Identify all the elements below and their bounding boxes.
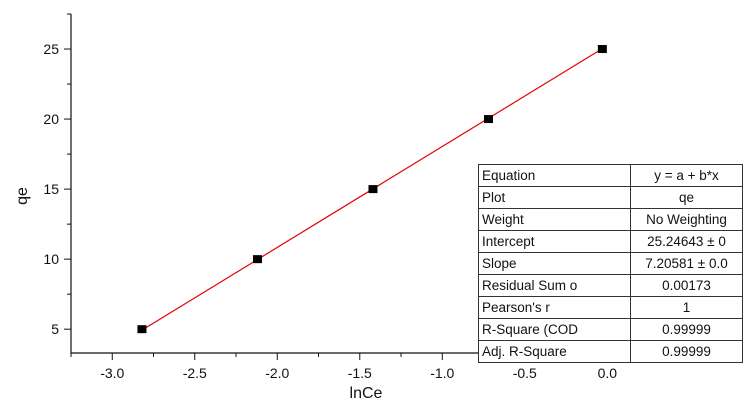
fit-table-label: Adj. R-Square xyxy=(478,340,631,363)
x-axis-title: lnCe xyxy=(350,385,383,402)
fit-table-value: 1 xyxy=(630,296,743,319)
x-tick-label: -2.5 xyxy=(183,365,207,381)
data-point xyxy=(368,185,378,194)
fit-table-value: 25.24643 ± 0 xyxy=(630,230,743,253)
fit-table-row: Equation y = a + b*x xyxy=(478,164,743,187)
fit-table-label: Intercept xyxy=(478,230,631,253)
points-layer xyxy=(137,45,607,334)
fit-table-value: No Weighting xyxy=(630,208,743,231)
fit-table-row: Weight No Weighting xyxy=(478,208,743,231)
data-point xyxy=(137,325,147,334)
fit-table-label: Residual Sum o xyxy=(478,274,631,297)
fit-table-label: Slope xyxy=(478,252,631,275)
x-tick-label: 0.0 xyxy=(598,365,618,381)
fit-table-value: 0.00173 xyxy=(630,274,743,297)
fit-table-value: 0.99999 xyxy=(630,318,743,341)
y-tick-label: 5 xyxy=(51,321,59,337)
x-tick-label: -2.0 xyxy=(265,365,289,381)
fit-table-row: Intercept 25.24643 ± 0 xyxy=(478,230,743,253)
fit-table-value: 0.99999 xyxy=(630,340,743,363)
fit-table-value: y = a + b*x xyxy=(630,164,743,187)
y-tick-label: 25 xyxy=(43,41,59,57)
data-point xyxy=(483,115,493,124)
y-axis-title: qe xyxy=(14,187,31,205)
axes: -3.0 -2.5 -2.0 -1.5 -1.0 -0.5 0.0 5 10 15 20 25 xyxy=(43,13,637,381)
fit-table-value: 7.20581 ± 0.0 xyxy=(630,252,743,275)
fit-table-value: qe xyxy=(630,186,743,209)
x-tick-label: -0.5 xyxy=(513,365,537,381)
fit-table-label: Pearson's r xyxy=(478,296,631,319)
x-tick-label: -3.0 xyxy=(100,365,124,381)
fit-table-label: Weight xyxy=(478,208,631,231)
data-point xyxy=(252,255,262,264)
fit-results-table: Equation y = a + b*x Plot qe Weight No Weight… xyxy=(478,164,743,363)
fit-table-label: Equation xyxy=(478,164,631,187)
y-tick-label: 20 xyxy=(43,111,59,127)
fit-table-label: Plot xyxy=(478,186,631,209)
data-point xyxy=(597,45,607,54)
fit-table-row: Plot qe xyxy=(478,186,743,209)
y-tick-label: 10 xyxy=(43,251,59,267)
fit-table-row: R-Square (COD 0.99999 xyxy=(478,318,743,341)
y-tick-label: 15 xyxy=(43,181,59,197)
x-tick-label: -1.0 xyxy=(430,365,454,381)
x-tick-label: -1.5 xyxy=(348,365,372,381)
fit-table-row: Slope 7.20581 ± 0.0 xyxy=(478,252,743,275)
fit-table-row: Residual Sum o 0.00173 xyxy=(478,274,743,297)
fit-table-label: R-Square (COD xyxy=(478,318,631,341)
fit-table-row: Adj. R-Square 0.99999 xyxy=(478,340,743,363)
